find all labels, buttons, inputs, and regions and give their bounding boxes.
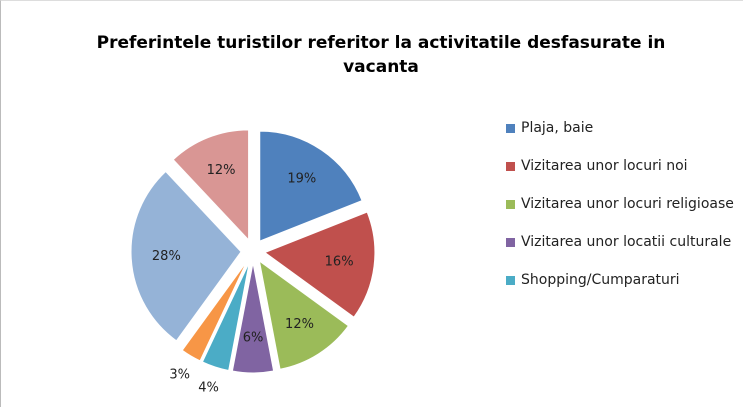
data-label: 28% [152, 249, 181, 264]
legend-item: Shopping/Cumparaturi [506, 269, 736, 291]
data-label: 4% [198, 380, 219, 395]
data-label: 6% [243, 330, 264, 345]
legend-swatch [506, 238, 515, 247]
pie-slice [231, 262, 275, 374]
legend-label: Vizitarea unor locuri noi [521, 158, 688, 174]
pie-area: 19% 16% 12% 6% 4% 3% 28% 12% [130, 129, 376, 395]
pie-slice [130, 170, 242, 342]
pie-slice [201, 262, 250, 372]
legend-label: Vizitarea unor locuri religioase [521, 196, 734, 212]
pie-slice [181, 261, 248, 362]
pie-slice [172, 129, 250, 242]
legend-swatch [506, 200, 515, 209]
chart-title: Preferintele turistilor referitor la act… [96, 33, 666, 77]
legend: Plaja, baie Vizitarea unor locuri noi Vizi… [506, 117, 736, 307]
legend-item: Vizitarea unor locatii culturale [506, 231, 736, 253]
data-label: 19% [287, 172, 316, 187]
legend-label: Shopping/Cumparaturi [521, 272, 680, 288]
legend-swatch [506, 162, 515, 171]
data-label: 3% [169, 367, 190, 382]
legend-swatch [506, 276, 515, 285]
legend-label: Vizitarea unor locatii culturale [521, 234, 732, 250]
data-label: 12% [285, 317, 314, 332]
pie-slice [259, 130, 363, 242]
data-label: 16% [325, 254, 354, 269]
pie-slice [258, 259, 350, 370]
data-label: 12% [207, 163, 236, 178]
pie-slice [263, 211, 376, 318]
legend-swatch [506, 124, 515, 133]
legend-item: Vizitarea unor locuri noi [506, 155, 736, 177]
legend-item: Vizitarea unor locuri religioase [506, 193, 736, 215]
legend-label: Plaja, baie [521, 120, 594, 136]
legend-item: Plaja, baie [506, 117, 736, 139]
